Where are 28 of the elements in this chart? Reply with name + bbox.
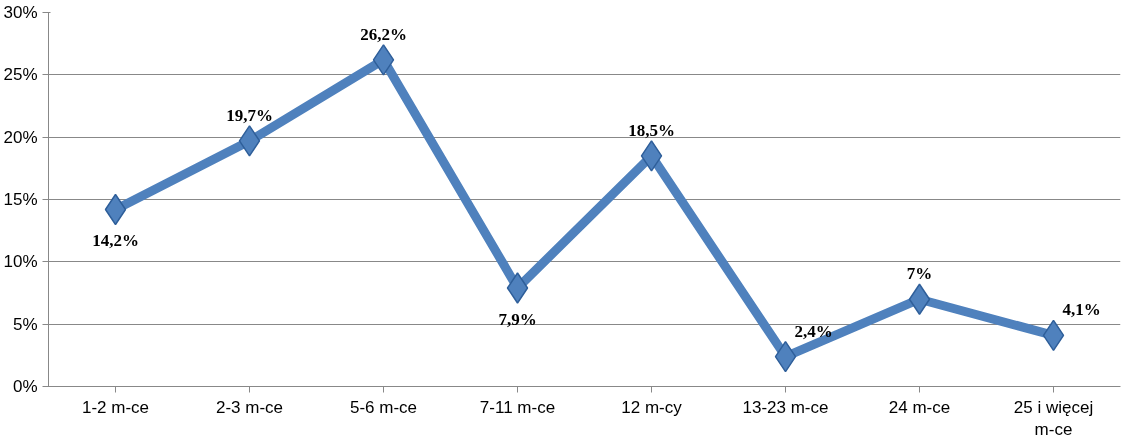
x-tick-label: 12 m-cy (621, 397, 683, 417)
data-label: 4,1% (1062, 300, 1101, 320)
data-label: 2,4% (794, 321, 833, 341)
x-tick-label: 25 i więcej m-ce (1013, 397, 1094, 440)
data-label: 19,7% (226, 105, 273, 125)
data-label: 7,9% (498, 310, 537, 330)
y-tick-label: 15% (3, 190, 38, 209)
x-tick-label: 1-2 m-ce (81, 397, 150, 417)
x-tick-label: 24 m-ce (888, 397, 951, 417)
data-label: 26,2% (360, 24, 407, 44)
x-tick-label: 2-3 m-ce (215, 397, 284, 417)
y-tick-label: 5% (12, 314, 38, 334)
y-tick-label: 30% (3, 3, 38, 22)
y-tick-label: 0% (12, 377, 38, 396)
x-tick-label: 13-23 m-ce (742, 397, 829, 417)
data-label: 14,2% (92, 231, 139, 251)
y-tick-label: 10% (3, 252, 38, 272)
y-tick-label: 20% (3, 127, 38, 147)
point (506, 272, 529, 304)
point (640, 140, 663, 172)
x-tick-label: 5-6 m-ce (349, 397, 418, 417)
point (908, 283, 931, 315)
x-tick-label: 7-11 m-ce (479, 397, 556, 417)
point (372, 44, 395, 76)
data-label: 7% (906, 264, 933, 284)
data-label: 18,5% (628, 120, 675, 140)
point (238, 125, 261, 157)
y-tick-label: 25% (3, 65, 38, 85)
